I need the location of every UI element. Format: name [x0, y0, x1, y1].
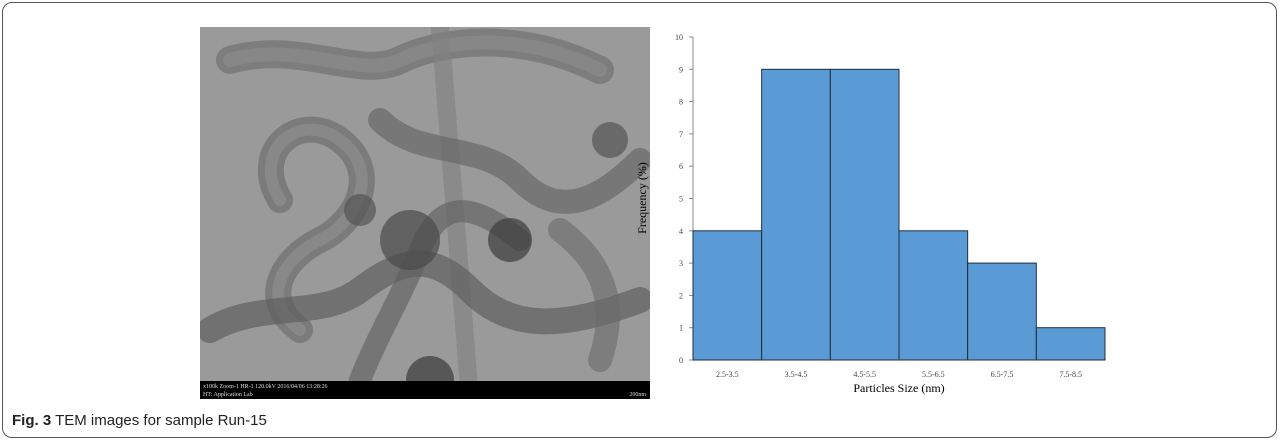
y-tick-label: 1 [679, 324, 683, 333]
bar [899, 231, 968, 360]
bar [830, 69, 899, 360]
page: x100k Zoom-1 HR-1 120.0kV 2016/04/06 13:… [0, 0, 1281, 442]
x-tick-label: 2.5-3.5 [716, 370, 739, 379]
y-tick-label: 2 [679, 291, 683, 300]
x-axis-label: Particles Size (nm) [853, 381, 944, 395]
y-tick-label: 6 [679, 162, 683, 171]
y-tick-label: 4 [679, 227, 683, 236]
tem-scale-label: 200nm [629, 392, 646, 398]
figure-svg: x100k Zoom-1 HR-1 120.0kV 2016/04/06 13:… [0, 0, 1281, 410]
bar [693, 231, 762, 360]
x-tick-label: 7.5-8.5 [1059, 370, 1082, 379]
tem-image: x100k Zoom-1 HR-1 120.0kV 2016/04/06 13:… [200, 27, 650, 404]
bar [1036, 328, 1105, 360]
y-axis-label: Frequency (%) [635, 162, 649, 234]
bar [762, 69, 831, 360]
tem-info-1: x100k Zoom-1 HR-1 120.0kV 2016/04/06 13:… [203, 384, 328, 390]
chart: Frequency (%) Particles Size (nm) 0 1 2 3 4 5… [635, 33, 1105, 395]
x-tick-label: 6.5-7.5 [991, 370, 1014, 379]
y-tick-label: 5 [679, 195, 683, 204]
figure-label: Fig. 3 [12, 412, 51, 429]
bar [968, 263, 1037, 360]
y-tick-label: 8 [679, 98, 683, 107]
x-tick-label: 4.5-5.5 [853, 370, 876, 379]
y-tick-label: 7 [679, 130, 683, 139]
tem-info-2: HT: Application Lab [203, 392, 253, 398]
caption-text: TEM images for sample Run-15 [55, 412, 267, 429]
y-tick-label: 10 [675, 33, 683, 42]
y-tick-label: 0 [679, 356, 683, 365]
x-tick-label: 5.5-6.5 [922, 370, 945, 379]
x-tick-label: 3.5-4.5 [785, 370, 808, 379]
caption: Fig. 3 TEM images for sample Run-15 [12, 412, 267, 429]
y-tick-label: 9 [679, 65, 683, 74]
y-tick-label: 3 [679, 259, 683, 268]
